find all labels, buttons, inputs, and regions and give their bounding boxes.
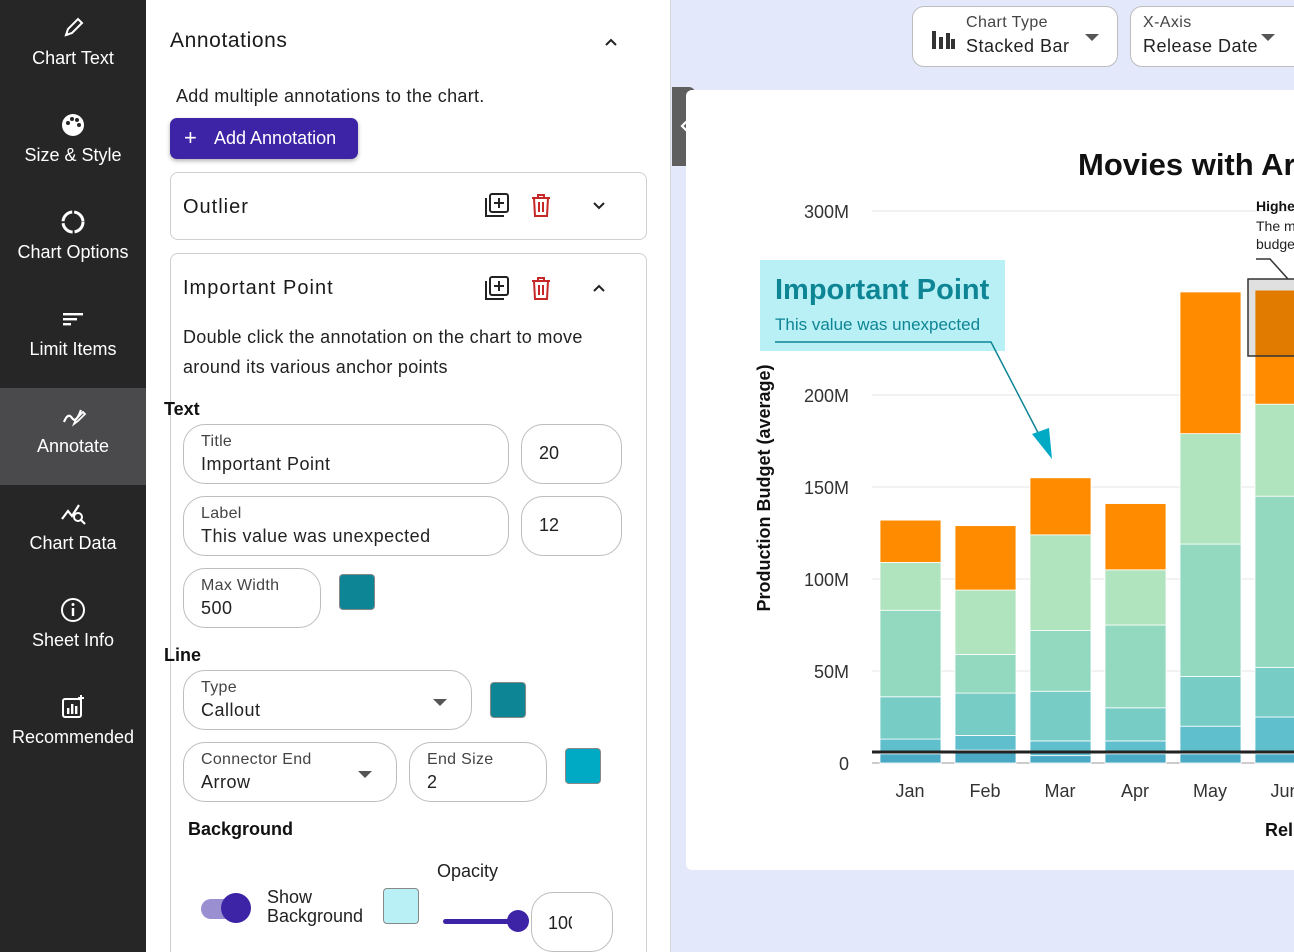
field-label: End Size xyxy=(427,751,494,768)
chevron-up-icon[interactable] xyxy=(604,35,618,49)
title-size-input[interactable]: 20 xyxy=(521,424,622,484)
field-value: Important Point xyxy=(201,454,331,474)
nav-label: Chart Options xyxy=(17,242,129,262)
line-type-select[interactable]: Type Callout xyxy=(183,670,472,730)
field-label: Max Width xyxy=(201,577,280,594)
background-section-heading: Background xyxy=(188,819,294,839)
chart-type-select[interactable]: Chart Type Stacked Bar xyxy=(912,6,1118,67)
field-value: Release Date xyxy=(1143,36,1259,56)
x-axis-select[interactable]: X-Axis Release Date xyxy=(1130,6,1294,67)
chart-data-icon xyxy=(61,504,86,525)
opacity-input[interactable]: 100 xyxy=(531,892,613,952)
field-value: 2 xyxy=(427,772,438,792)
line-section-heading: Line xyxy=(164,645,202,665)
annotations-panel: Annotations Add multiple annotations to … xyxy=(146,0,671,952)
duplicate-icon[interactable] xyxy=(483,274,511,302)
label-input[interactable]: Label This value was unexpected xyxy=(183,496,509,556)
dropdown-arrow-icon xyxy=(1261,34,1275,41)
add-annotation-button[interactable]: + Add Annotation xyxy=(170,118,358,159)
field-value: 100 xyxy=(548,913,572,933)
nav-label: Limit Items xyxy=(29,339,117,359)
field-value: Callout xyxy=(201,700,261,720)
field-label: Title xyxy=(201,433,233,450)
palette-icon xyxy=(62,114,84,136)
field-value: 12 xyxy=(539,515,560,535)
dropdown-arrow-icon xyxy=(433,699,447,706)
stacked-bar-icon xyxy=(932,31,955,49)
nav-item-chart-options[interactable]: Chart Options xyxy=(0,194,146,291)
trash-icon[interactable] xyxy=(527,191,555,219)
panel-intro: Add multiple annotations to the chart. xyxy=(176,86,485,106)
add-annotation-label: Add Annotation xyxy=(214,128,337,148)
text-color-swatch[interactable] xyxy=(339,574,375,610)
plus-icon: + xyxy=(184,125,197,150)
annotation-title: Outlier xyxy=(183,196,249,218)
field-label: Connector End xyxy=(201,751,312,768)
field-label: Chart Type xyxy=(966,14,1048,31)
chart-card xyxy=(686,90,1294,870)
nav-label: Size & Style xyxy=(24,145,122,165)
side-nav: Chart Text Size & Style Chart Options Li… xyxy=(0,0,146,952)
max-width-input[interactable]: Max Width 500 xyxy=(183,568,321,628)
field-value: Arrow xyxy=(201,772,251,792)
background-color-swatch[interactable] xyxy=(383,888,419,924)
annotation-title: Important Point xyxy=(183,277,334,299)
duplicate-icon[interactable] xyxy=(483,191,511,219)
nav-label: Recommended xyxy=(11,727,135,747)
chevron-up-icon[interactable] xyxy=(592,281,606,295)
nav-label: Chart Text xyxy=(32,48,114,68)
connector-end-select[interactable]: Connector End Arrow xyxy=(183,742,397,802)
chevron-left-icon xyxy=(680,120,688,132)
nav-item-limit-items[interactable]: Limit Items xyxy=(0,291,146,388)
nav-item-size-style[interactable]: Size & Style xyxy=(0,97,146,194)
show-background-label: Show Background xyxy=(267,887,364,926)
dropdown-arrow-icon xyxy=(358,771,372,778)
opacity-slider-thumb[interactable] xyxy=(507,910,529,932)
nav-label: Sheet Info xyxy=(31,630,115,650)
end-size-input[interactable]: End Size 2 xyxy=(409,742,547,802)
chevron-down-icon[interactable] xyxy=(592,199,606,213)
text-section-heading: Text xyxy=(164,399,200,419)
annotate-icon xyxy=(62,409,87,427)
info-icon xyxy=(61,598,85,622)
title-input[interactable]: Title Important Point xyxy=(183,424,509,484)
field-label: Label xyxy=(201,505,242,522)
connector-color-swatch[interactable] xyxy=(565,748,601,784)
toggle-knob[interactable] xyxy=(221,893,251,923)
nav-item-chart-text[interactable]: Chart Text xyxy=(0,0,146,97)
field-value: 500 xyxy=(201,598,233,618)
panel-title: Annotations xyxy=(170,29,288,52)
field-value: This value was unexpected xyxy=(201,526,431,546)
field-label: Type xyxy=(201,679,237,696)
recommended-icon xyxy=(62,695,84,718)
field-label: X-Axis xyxy=(1143,14,1192,31)
nav-label: Chart Data xyxy=(29,533,117,553)
nav-item-sheet-info[interactable]: Sheet Info xyxy=(0,582,146,679)
donut-icon xyxy=(61,210,85,234)
label-size-input[interactable]: 12 xyxy=(521,496,622,556)
field-value: Stacked Bar xyxy=(966,36,1070,56)
trash-icon[interactable] xyxy=(527,274,555,302)
nav-label: Annotate xyxy=(36,436,110,456)
field-value: 20 xyxy=(539,443,560,463)
annotation-help-text: Double click the annotation on the chart… xyxy=(183,327,583,377)
pencil-icon xyxy=(64,17,84,37)
opacity-slider[interactable] xyxy=(443,919,519,924)
annotation-card-outlier: Outlier xyxy=(170,172,647,240)
opacity-label: Opacity xyxy=(437,861,499,881)
nav-item-recommended[interactable]: Recommended xyxy=(0,679,146,776)
dropdown-arrow-icon xyxy=(1085,34,1099,41)
line-color-swatch[interactable] xyxy=(490,682,526,718)
nav-item-chart-data[interactable]: Chart Data xyxy=(0,485,146,582)
nav-item-annotate[interactable]: Annotate xyxy=(0,388,146,485)
list-icon xyxy=(63,313,83,326)
